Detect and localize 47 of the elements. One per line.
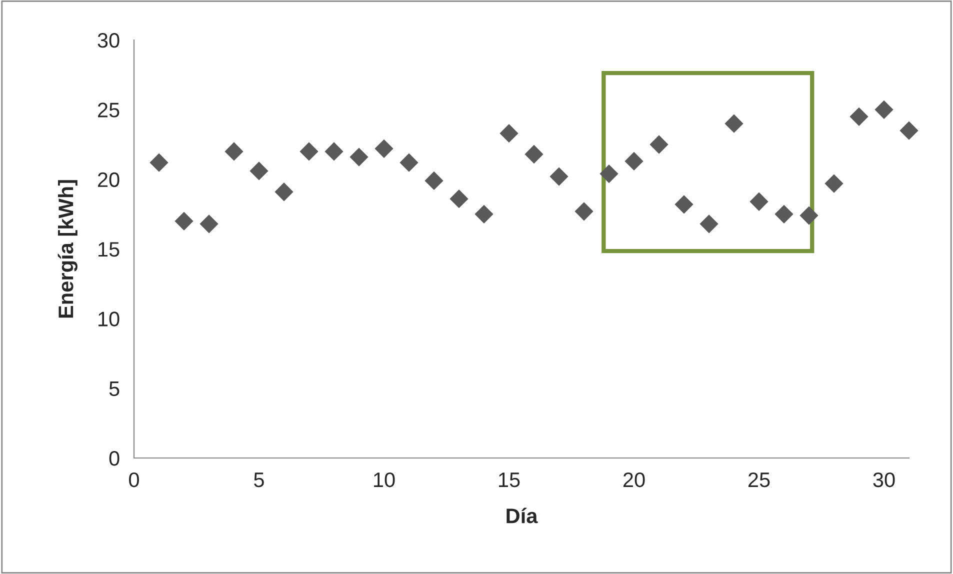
point [300, 142, 318, 161]
point [374, 139, 394, 158]
point [250, 162, 268, 180]
point [874, 100, 894, 119]
x-tick-label: 10 [374, 472, 395, 488]
x-tick-label: 5 [254, 472, 264, 488]
y-tick-label: 0 [109, 451, 120, 466]
x-axis-title: Día [506, 508, 538, 524]
y-tick-label: 5 [109, 382, 120, 396]
point [150, 153, 168, 172]
point [650, 135, 668, 154]
y-tick-label: 15 [98, 242, 120, 257]
point [500, 124, 518, 143]
point [900, 121, 918, 140]
point [700, 214, 718, 234]
point [824, 174, 844, 193]
point [450, 190, 468, 208]
point [724, 114, 744, 133]
point [524, 144, 544, 164]
point [774, 204, 794, 224]
point [850, 107, 868, 126]
y-tick-label: 20 [98, 172, 120, 188]
point [674, 195, 694, 214]
y-tick-label: 25 [98, 102, 120, 118]
y-tick-label: 30 [98, 33, 120, 48]
point [474, 204, 494, 224]
point [600, 164, 618, 184]
point [800, 206, 818, 225]
point [550, 167, 568, 186]
point [750, 192, 768, 211]
point [624, 152, 644, 171]
x-tick-label: 20 [623, 472, 645, 488]
point [424, 171, 444, 190]
x-tick-label: 0 [129, 472, 139, 488]
point [400, 153, 418, 172]
x-tick-label: 30 [873, 472, 895, 488]
x-tick-label: 15 [499, 472, 520, 488]
point [174, 212, 194, 230]
point [574, 202, 594, 221]
point [274, 182, 294, 202]
point [324, 142, 344, 161]
y-tick-label: 10 [98, 312, 120, 326]
point [200, 214, 218, 234]
x-tick-label: 25 [748, 472, 770, 488]
y-axis-title: Energía [kWh] [58, 180, 78, 318]
point [350, 148, 368, 166]
point [224, 142, 244, 161]
